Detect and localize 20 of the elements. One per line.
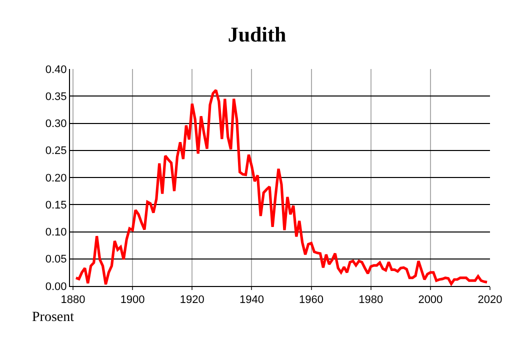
y-tick-label: 0.35 [45, 90, 67, 103]
y-tick-label: 0.20 [45, 172, 67, 184]
x-tick-label: 2020 [478, 294, 502, 306]
line-series [74, 88, 488, 286]
x-tick-label: 1920 [180, 294, 204, 306]
y-tick-label: 0.25 [45, 145, 67, 158]
x-tick-label: 1900 [120, 294, 145, 306]
y-tick-label: 0.15 [45, 199, 67, 212]
y-tick-label: 0.10 [45, 226, 67, 239]
x-tick-label: 1980 [358, 294, 384, 306]
y-tick-label: 0.40 [45, 64, 67, 76]
x-tick-label: 1940 [239, 294, 264, 306]
x-tick-label: 1880 [60, 294, 86, 306]
y-tick-label: 0.05 [45, 254, 67, 266]
text: Prosent [32, 310, 74, 325]
y-tick-label: 0.30 [45, 118, 67, 130]
x-tick-label: 1960 [299, 294, 324, 306]
chart-title: Judith [228, 22, 286, 47]
x-tick-label: 2000 [418, 294, 443, 306]
y-tick-label: 0.00 [45, 280, 67, 293]
